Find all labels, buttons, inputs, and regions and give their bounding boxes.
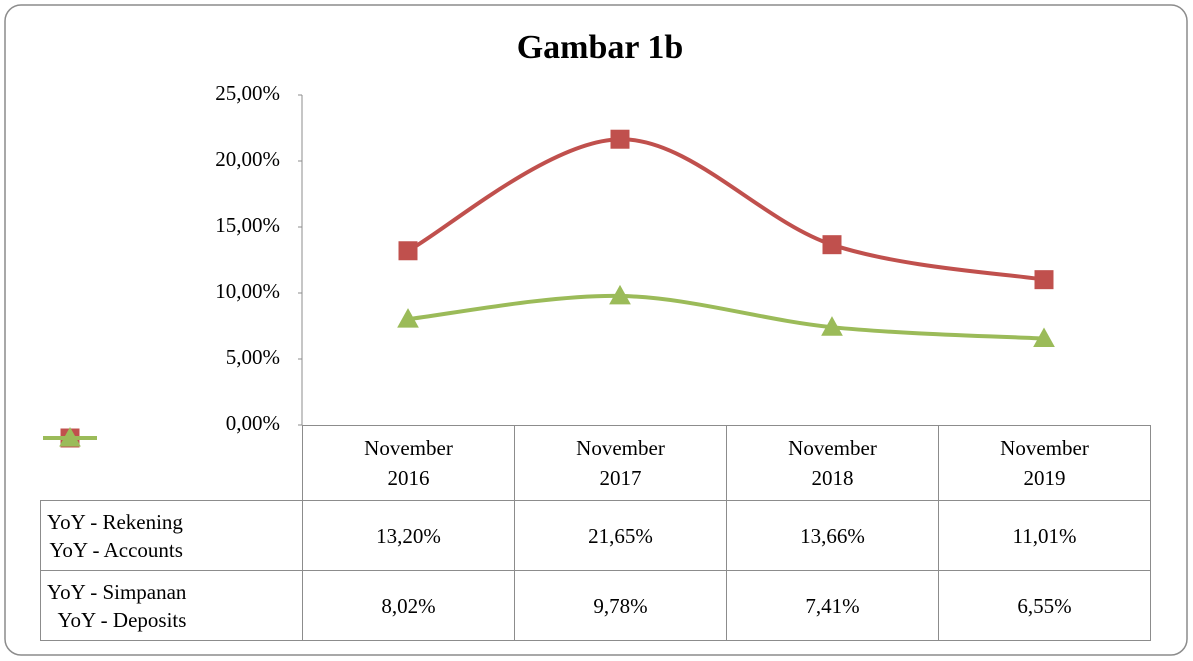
legend-label: YoY - Rekening YoY - Accounts [47, 509, 183, 562]
y-tick-label: 20,00% [215, 147, 280, 171]
marker [397, 308, 419, 328]
data-table: November 2016 November 2017 November 2018 N… [40, 425, 1151, 641]
value-label: 13,66% [726, 500, 939, 571]
y-tick-label: 25,00% [215, 81, 280, 105]
legend-marker [58, 426, 81, 446]
series-row: YoY - Rekening YoY - Accounts 13,20% 21,65… [40, 428, 1151, 571]
legend-entry: YoY - Rekening YoY - Accounts [41, 428, 302, 564]
marker [609, 284, 631, 305]
legend-label: YoY - Simpanan YoY - Deposits [47, 579, 187, 632]
marker [1034, 270, 1054, 290]
x-tick-label: November 2016 [302, 425, 515, 501]
y-tick-label: 0,00% [226, 411, 280, 435]
x-tick-label: November 2018 [726, 425, 939, 501]
marker [822, 235, 842, 255]
value-label: 8,02% [302, 570, 515, 641]
legend-entry: YoY - Simpanan YoY - Deposits [41, 426, 302, 634]
series-line [407, 137, 1045, 282]
y-tick-label: 15,00% [215, 213, 280, 237]
y-tick-label: 5,00% [226, 345, 280, 369]
header-row: November 2016 November 2017 November 2018 N… [41, 425, 1151, 501]
y-tick-label: 10,00% [215, 279, 280, 303]
legend-cell: YoY - Rekening YoY - Accounts [40, 428, 303, 571]
legend-cell: YoY - Simpanan YoY - Deposits [40, 426, 303, 641]
series-row: YoY - Simpanan YoY - Deposits 8,02% 9,78% 7… [40, 426, 1151, 641]
chart-title: Gambar 1b [517, 29, 684, 66]
x-tick-label: November 2017 [514, 425, 727, 501]
value-label: 13,20% [302, 500, 515, 571]
marker [1033, 327, 1055, 348]
value-label: 6,55% [938, 570, 1151, 641]
series-line [407, 293, 1045, 341]
value-label: 21,65% [514, 500, 727, 571]
value-label: 7,41% [726, 570, 939, 641]
legend-key [42, 426, 97, 446]
value-label: 9,78% [514, 570, 727, 641]
value-label: 11,01% [938, 500, 1151, 571]
marker [610, 129, 630, 149]
marker [821, 316, 843, 336]
marker [398, 241, 418, 261]
x-tick-label: November 2019 [938, 425, 1151, 501]
